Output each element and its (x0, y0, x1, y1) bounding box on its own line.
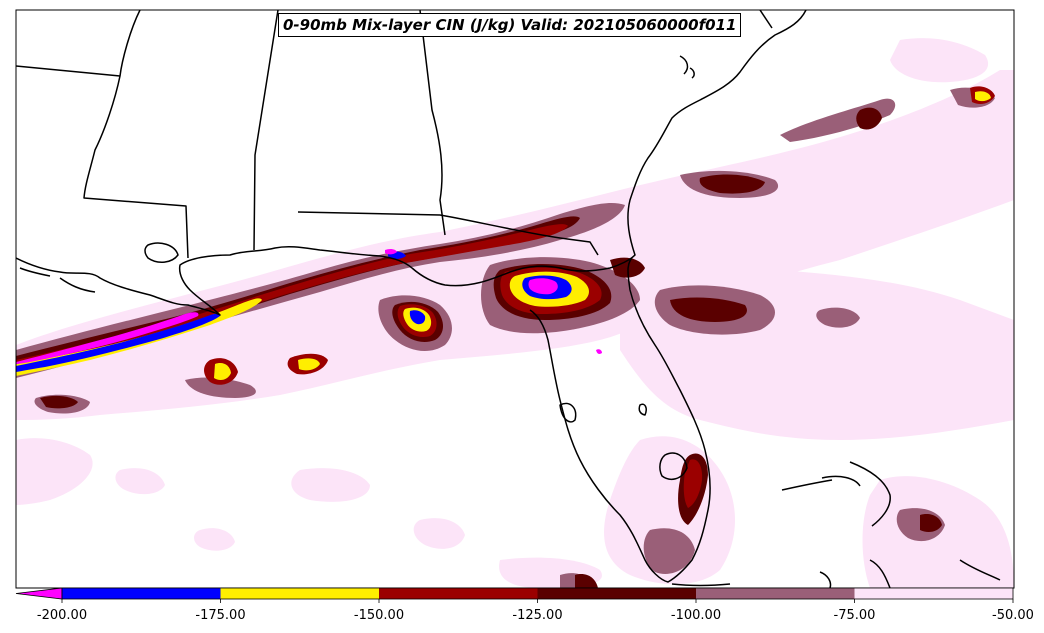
coastlines (16, 10, 1001, 588)
colorbar-under-extension (15, 587, 63, 600)
colorbar-tick-label: -150.00 (353, 608, 405, 623)
colorbar-bin-2 (379, 588, 538, 599)
colorbar-tick-label: -75.00 (833, 608, 876, 623)
colorbar-tick-label: -175.00 (195, 608, 246, 623)
colorbar-bin-1 (220, 588, 379, 599)
colorbar-tick-label: -100.00 (670, 608, 722, 623)
colorbar-tick-label: -125.00 (512, 608, 563, 623)
map-title: 0-90mb Mix-layer CIN (J/kg) Valid: 20210… (278, 13, 742, 37)
colorbar-bin-5 (854, 588, 1013, 599)
colorbar (15, 587, 1014, 603)
cin-band-magenta (16, 248, 602, 364)
colorbar-bin-4 (696, 588, 855, 599)
cin-field (16, 38, 1014, 588)
colorbar-tick-label: -200.00 (36, 608, 88, 623)
colorbar-tick-label: -50.00 (992, 608, 1034, 623)
colorbar-bin-3 (537, 588, 696, 599)
colorbar-bin-0 (62, 588, 221, 599)
